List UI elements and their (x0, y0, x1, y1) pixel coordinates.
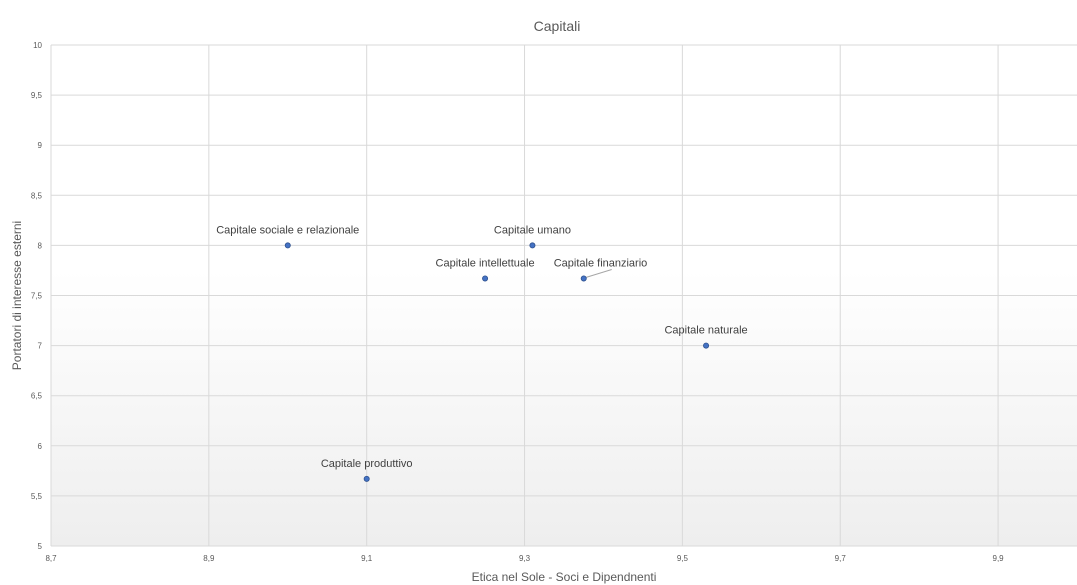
x-tick-label: 9,9 (993, 554, 1005, 563)
gridlines (50, 44, 1077, 547)
x-tick-label: 9,3 (519, 554, 531, 563)
data-label: Capitale naturale (664, 325, 747, 337)
y-tick-label: 8 (38, 241, 43, 250)
y-tick-label: 7,5 (31, 292, 43, 301)
x-axis-title: Etica nel Sole - Soci e Dipendnenti (472, 570, 657, 584)
data-point (703, 342, 710, 349)
data-point (284, 242, 291, 249)
data-point (529, 242, 536, 249)
y-tick-label: 9 (38, 141, 43, 150)
x-tick-label: 9,5 (677, 554, 689, 563)
y-tick-label: 8,5 (31, 191, 43, 200)
data-point (482, 275, 489, 282)
data-point (363, 475, 370, 482)
data-label: Capitale sociale e relazionale (216, 224, 359, 236)
data-label: Capitale intellettuale (436, 257, 535, 269)
y-tick-label: 5,5 (31, 492, 43, 501)
data-label: Capitale finanziario (554, 257, 648, 269)
y-axis-title: Portatori di interesse esterni (10, 221, 24, 370)
y-tick-label: 6 (38, 442, 43, 451)
x-tick-label: 8,7 (45, 554, 57, 563)
chart-title: Capitali (534, 18, 581, 34)
y-tick-label: 6,5 (31, 392, 43, 401)
y-tick-label: 10 (33, 41, 42, 50)
y-tick-label: 5 (38, 542, 43, 551)
x-tick-label: 8,9 (203, 554, 215, 563)
data-points: Capitale sociale e relazionale Capitale u… (216, 224, 748, 482)
y-tick-label: 9,5 (31, 91, 43, 100)
data-label: Capitale produttivo (321, 458, 413, 470)
y-tick-label: 7 (38, 342, 43, 351)
x-tick-label: 9,7 (835, 554, 847, 563)
tick-labels: 5 5,5 6 6,5 7 7,5 8 8,5 9 9,5 10 8,7 8,9 9,1 9,3 9,5 9,7… (31, 41, 1004, 563)
x-tick-label: 9,1 (361, 554, 373, 563)
data-point (580, 275, 587, 282)
leader-line (585, 268, 612, 278)
data-label: Capitale umano (494, 224, 571, 236)
